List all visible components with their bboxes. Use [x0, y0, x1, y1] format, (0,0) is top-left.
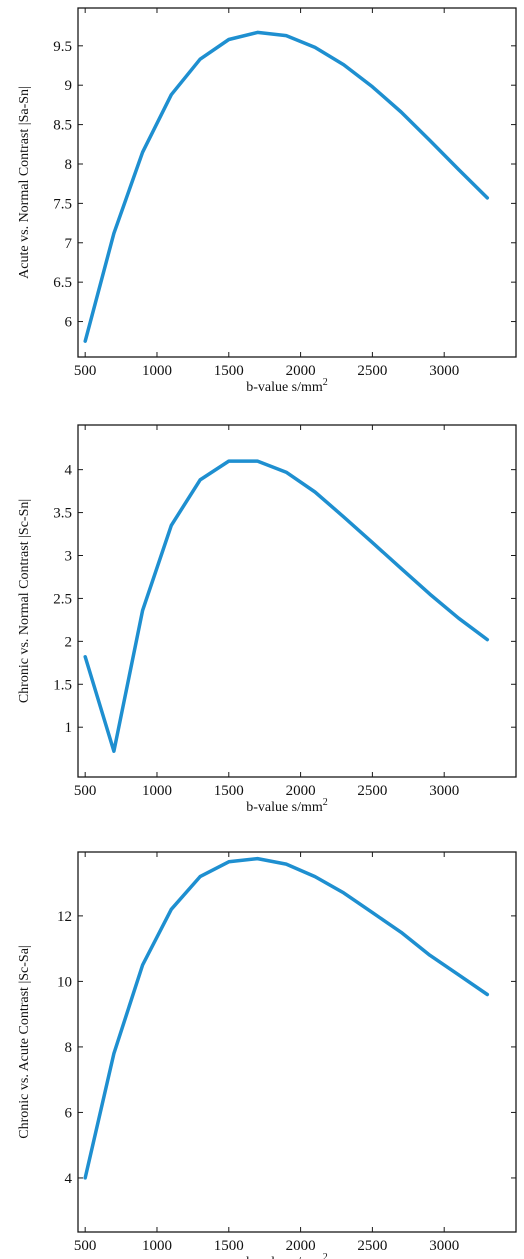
y-tick-label: 1.5: [53, 677, 72, 693]
x-tick-label: 2000: [286, 363, 316, 379]
series-line: [83, 459, 490, 753]
x-tick-label: 500: [74, 363, 97, 379]
plot-frame: [77, 7, 517, 358]
x-axis-label-superscript: 2: [323, 377, 328, 388]
x-tick-label: 3000: [429, 363, 459, 379]
series-line: [83, 856, 490, 1180]
y-tick-label: 1: [65, 720, 73, 736]
x-tick-label: 500: [74, 1238, 97, 1254]
x-tick-label: 2000: [286, 783, 316, 799]
y-tick-label: 3.5: [53, 506, 72, 522]
y-tick-label: 7: [65, 236, 73, 252]
x-axis-label-superscript: 2: [323, 797, 328, 808]
x-axis-label: b-value s/mm2: [246, 797, 328, 815]
y-tick-label: 6.5: [53, 275, 72, 291]
y-tick-label: 10: [57, 974, 72, 990]
y-tick-label: 6: [65, 1105, 73, 1121]
y-tick-label: 7.5: [53, 196, 72, 212]
y-axis-label: Chronic vs. Acute Contrast |Sc-Sa|: [17, 945, 32, 1138]
x-tick-label: 2500: [357, 363, 387, 379]
y-tick-label: 3: [65, 548, 73, 564]
y-axis-label: Chronic vs. Normal Contrast |Sc-Sn|: [17, 499, 32, 703]
y-tick-label: 4: [65, 1171, 73, 1187]
x-axis-label-text: b-value s/mm: [246, 380, 323, 395]
y-tick-label: 9: [65, 78, 73, 94]
chart-panel-1: 500 1000 1500 2000 2500 3000 6 6.5 7 7.5 8 8.5 9 9.5 b…: [17, 7, 517, 395]
y-tick-label: 4: [65, 463, 73, 479]
x-tick-label: 3000: [429, 783, 459, 799]
x-tick-label: 2500: [357, 1238, 387, 1254]
x-tick-label: 1500: [214, 1238, 244, 1254]
y-tick-label: 8.5: [53, 118, 72, 134]
x-axis-label-superscript: 2: [323, 1252, 328, 1259]
x-tick-label: 500: [74, 783, 97, 799]
chart-panel-2: 500 1000 1500 2000 2500 3000 1 1.5 2 2.5 3 3.5 4 b-va…: [17, 424, 517, 815]
x-axis-label-text: b-value s/mm: [246, 1255, 323, 1259]
x-tick-label: 1500: [214, 363, 244, 379]
y-tick-label: 6: [65, 315, 73, 331]
x-tick-label: 2000: [286, 1238, 316, 1254]
x-tick-label: 3000: [429, 1238, 459, 1254]
x-tick-label: 1500: [214, 783, 244, 799]
y-tick-label: 2.5: [53, 591, 72, 607]
x-axis-label: b-value s/mm2: [246, 377, 328, 395]
chart-panel-3: 500 1000 1500 2000 2500 3000 4 6 8 10 12 b-value s/…: [17, 851, 517, 1259]
y-tick-label: 12: [57, 909, 72, 925]
y-tick-label: 2: [65, 634, 73, 650]
x-axis-label-text: b-value s/mm: [246, 800, 323, 815]
x-tick-label: 1000: [142, 363, 172, 379]
x-axis-label: b-value s/mm2: [246, 1252, 328, 1259]
y-tick-label: 8: [65, 1040, 73, 1056]
x-tick-label: 2500: [357, 783, 387, 799]
x-tick-label: 1000: [142, 783, 172, 799]
plot-frame: [77, 424, 517, 778]
plot-frame: [77, 851, 517, 1233]
y-tick-label: 9.5: [53, 39, 72, 55]
series-line: [83, 30, 490, 343]
y-axis-label: Acute vs. Normal Contrast |Sa-Sn|: [17, 86, 32, 279]
x-tick-label: 1000: [142, 1238, 172, 1254]
y-tick-label: 8: [65, 157, 73, 173]
